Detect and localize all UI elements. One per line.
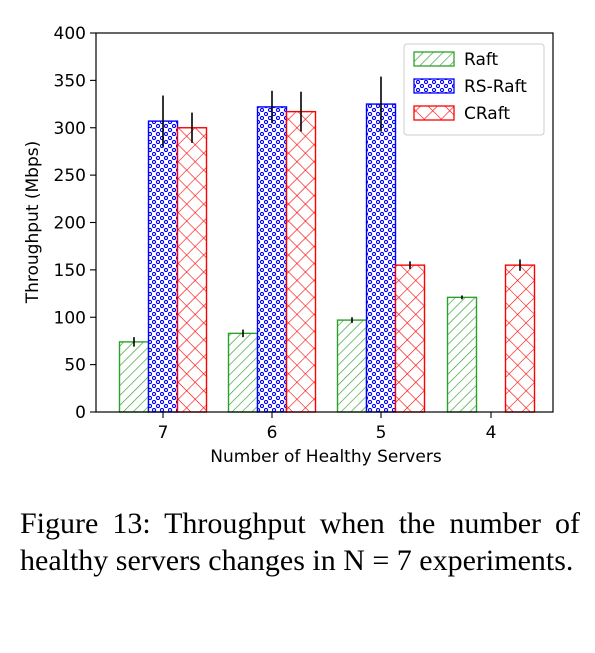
bar-chart: 0 50 100 150 200 250 300 350 400 7 6 5 4 Raft RS-Raft C… <box>23 24 554 467</box>
legend-label: RS-Raft <box>464 77 527 97</box>
x-tick-label: 7 <box>158 423 169 443</box>
y-axis-label: Throughput (Mbps) <box>23 141 43 305</box>
legend-label: CRaft <box>464 104 510 124</box>
figure-caption: Figure 13: Throughput when the number of… <box>20 505 580 579</box>
legend-swatch-raft <box>413 51 455 67</box>
y-tick-label: 400 <box>54 24 86 44</box>
figure-chart: 0 50 100 150 200 250 300 350 400 7 6 5 4 Raft RS-Raft C… <box>23 24 554 467</box>
bar-rs-raft-6 <box>256 106 288 413</box>
bar-craft-5 <box>394 264 426 413</box>
legend-swatch-craft <box>413 105 455 121</box>
y-tick-label: 100 <box>54 308 86 328</box>
legend-label: Raft <box>464 50 499 70</box>
y-tick-label: 50 <box>64 356 86 376</box>
bar-raft-4 <box>446 296 478 413</box>
bar-craft-7 <box>176 127 208 413</box>
x-axis-label: Number of Healthy Servers <box>210 447 442 467</box>
x-tick-label: 5 <box>376 423 387 443</box>
y-tick-label: 300 <box>54 119 86 139</box>
bar-craft-4 <box>504 264 536 413</box>
y-tick-label: 200 <box>54 214 86 234</box>
bar-rs-raft-5 <box>365 103 397 413</box>
x-tick-label: 4 <box>486 423 497 443</box>
y-tick-label: 150 <box>54 261 86 281</box>
caption-text: Throughput when the number of healthy se… <box>20 507 580 577</box>
caption-label: Figure 13: <box>20 507 151 540</box>
legend-swatch-rs-raft <box>413 78 455 94</box>
bar-rs-raft-7 <box>147 120 179 413</box>
bar-craft-6 <box>285 110 317 413</box>
bar-raft-5 <box>336 319 368 413</box>
y-tick-label: 250 <box>54 166 86 186</box>
bar-raft-7 <box>118 341 150 413</box>
y-tick-label: 350 <box>54 71 86 91</box>
y-tick-label: 0 <box>75 403 86 423</box>
x-tick-label: 6 <box>267 423 278 443</box>
bar-raft-6 <box>227 332 259 413</box>
